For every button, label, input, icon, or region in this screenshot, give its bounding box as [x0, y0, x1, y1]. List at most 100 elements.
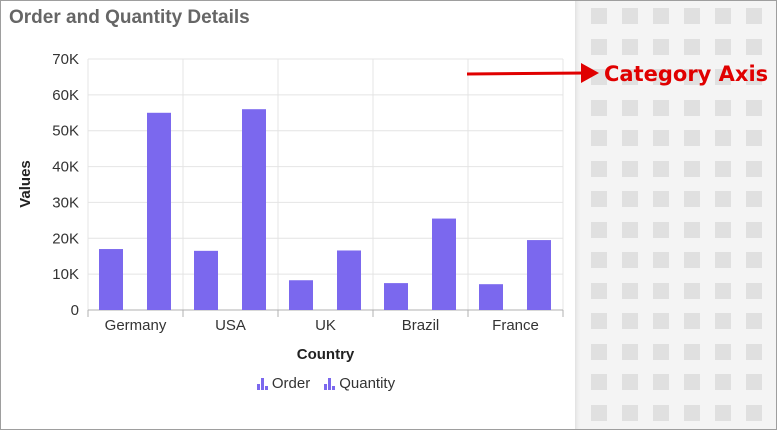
pattern-square: [746, 160, 762, 177]
y-tick-label: 20K: [52, 230, 79, 247]
legend-label-quantity: Quantity: [339, 375, 396, 392]
y-tick-label: 30K: [52, 194, 79, 211]
y-tick-label: 40K: [52, 159, 79, 176]
pattern-square: [684, 374, 700, 390]
pattern-square: [653, 8, 669, 24]
pattern-square: [622, 252, 638, 268]
pattern-square: [591, 99, 607, 116]
pattern-square: [653, 404, 669, 421]
pattern-square: [591, 130, 607, 146]
pattern-square: [653, 99, 669, 116]
pattern-square: [715, 8, 731, 24]
bar-order-usa: [194, 250, 218, 310]
pattern-square: [715, 282, 731, 299]
pattern-square: [715, 313, 731, 329]
pattern-square: [746, 191, 762, 207]
bar-order-france: [479, 284, 503, 310]
pattern-square: [591, 374, 607, 390]
pattern-square: [746, 343, 762, 360]
pattern-square: [746, 221, 762, 238]
pattern-square: [746, 374, 762, 390]
pattern-square: [653, 191, 669, 207]
chart-title: Order and Quantity Details: [9, 7, 250, 28]
x-tick-label: Germany: [105, 317, 167, 334]
legend-label-order: Order: [271, 375, 311, 392]
bar-order-brazil: [384, 283, 408, 310]
pattern-square: [684, 191, 700, 207]
pattern-square: [746, 313, 762, 329]
pattern-square: [746, 8, 762, 24]
pattern-square: [715, 252, 731, 268]
pattern-square: [684, 38, 700, 55]
pattern-square: [715, 191, 731, 207]
pattern-square: [591, 160, 607, 177]
pattern-square: [591, 313, 607, 329]
pattern-square: [622, 160, 638, 177]
pattern-square: [684, 252, 700, 268]
pattern-square: [622, 343, 638, 360]
x-tick-label: USA: [215, 317, 246, 334]
pattern-square: [591, 252, 607, 268]
bar-quantity-brazil: [432, 218, 456, 310]
pattern-square: [684, 8, 700, 24]
pattern-square: [653, 282, 669, 299]
pattern-square: [715, 69, 731, 85]
pattern-square: [746, 252, 762, 268]
pattern-square: [746, 282, 762, 299]
pattern-square: [684, 99, 700, 116]
pattern-square: [715, 38, 731, 55]
pattern-square: [715, 374, 731, 390]
y-tick-label: 10K: [52, 266, 79, 283]
pattern-square: [622, 282, 638, 299]
pattern-square: [653, 313, 669, 329]
annotation-arrow-line: [466, 71, 587, 76]
pattern-square: [684, 343, 700, 360]
y-tick-label: 60K: [52, 87, 79, 104]
pattern-square: [591, 191, 607, 207]
pattern-square: [653, 252, 669, 268]
y-tick-label: 50K: [52, 123, 79, 140]
pattern-square: [684, 221, 700, 238]
pattern-square: [715, 99, 731, 116]
pattern-square: [715, 343, 731, 360]
y-axis-title: Values: [17, 160, 34, 208]
pattern-square: [653, 69, 669, 85]
pattern-square: [653, 38, 669, 55]
pattern-square: [622, 8, 638, 24]
pattern-square: [622, 221, 638, 238]
pattern-square: [622, 374, 638, 390]
category-axis-annotation: Category Axis: [604, 62, 769, 86]
pattern-square: [591, 38, 607, 55]
pattern-square: [622, 130, 638, 146]
legend-item-quantity[interactable]: Quantity: [324, 375, 395, 392]
pattern-square: [622, 99, 638, 116]
bar-chart-icon: [256, 377, 268, 390]
chart-legend: Order Quantity: [1, 375, 651, 392]
pattern-square: [746, 99, 762, 116]
pattern-square: [746, 69, 762, 85]
bar-chart-icon: [324, 377, 336, 390]
bar-order-uk: [289, 280, 313, 310]
pattern-square: [684, 404, 700, 421]
x-tick-label: France: [492, 317, 539, 334]
pattern-square: [591, 343, 607, 360]
pattern-square: [684, 69, 700, 85]
pattern-square: [746, 404, 762, 421]
pattern-square: [622, 38, 638, 55]
pattern-square: [591, 8, 607, 24]
bar-quantity-germany: [147, 112, 171, 311]
pattern-square: [622, 191, 638, 207]
bar-quantity-usa: [242, 109, 266, 310]
pattern-square: [622, 313, 638, 329]
bar-quantity-uk: [337, 250, 361, 310]
pattern-square: [653, 160, 669, 177]
pattern-square: [684, 313, 700, 329]
pattern-square: [653, 343, 669, 360]
legend-item-order[interactable]: Order: [256, 375, 311, 392]
pattern-square: [591, 221, 607, 238]
x-axis-title: Country: [297, 346, 355, 363]
pattern-square: [684, 160, 700, 177]
pattern-square: [746, 130, 762, 146]
pattern-square: [622, 404, 638, 421]
